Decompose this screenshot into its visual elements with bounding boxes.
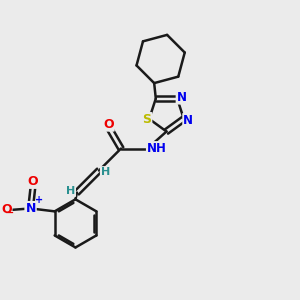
Text: H: H xyxy=(66,186,75,196)
Text: O: O xyxy=(1,203,11,216)
Text: NH: NH xyxy=(147,142,167,155)
Text: +: + xyxy=(35,195,43,205)
Text: N: N xyxy=(26,202,36,215)
Text: S: S xyxy=(142,113,151,126)
Text: O: O xyxy=(103,118,114,131)
Text: N: N xyxy=(183,114,193,127)
Text: H: H xyxy=(101,167,110,177)
Text: O: O xyxy=(28,175,38,188)
Text: −: − xyxy=(5,208,15,218)
Text: N: N xyxy=(177,91,187,103)
